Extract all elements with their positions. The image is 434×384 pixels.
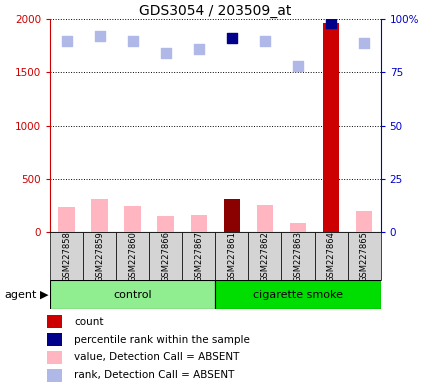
Bar bbox=[124, 206, 141, 232]
Bar bbox=[83, 232, 116, 280]
Text: cigarette smoke: cigarette smoke bbox=[253, 290, 342, 300]
Bar bbox=[190, 215, 207, 232]
Bar bbox=[157, 216, 174, 232]
Text: GSM227861: GSM227861 bbox=[227, 231, 236, 282]
Point bbox=[96, 33, 103, 39]
Point bbox=[360, 40, 367, 46]
Point bbox=[129, 38, 136, 44]
Bar bbox=[355, 211, 372, 232]
Point bbox=[63, 38, 70, 44]
Bar bbox=[116, 232, 149, 280]
Point bbox=[294, 63, 301, 69]
Title: GDS3054 / 203509_at: GDS3054 / 203509_at bbox=[139, 4, 291, 18]
Bar bbox=[47, 333, 62, 346]
Text: GSM227860: GSM227860 bbox=[128, 231, 137, 282]
Text: percentile rank within the sample: percentile rank within the sample bbox=[74, 334, 249, 344]
Bar bbox=[248, 232, 281, 280]
Bar bbox=[215, 232, 248, 280]
Text: control: control bbox=[113, 290, 151, 300]
Point bbox=[195, 46, 202, 52]
Text: agent: agent bbox=[4, 290, 36, 300]
Bar bbox=[314, 232, 347, 280]
Bar bbox=[50, 280, 215, 309]
Point bbox=[327, 20, 334, 26]
Bar bbox=[322, 23, 339, 232]
Text: GSM227864: GSM227864 bbox=[326, 231, 335, 282]
Bar bbox=[256, 205, 273, 232]
Text: GSM227862: GSM227862 bbox=[260, 231, 269, 282]
Text: rank, Detection Call = ABSENT: rank, Detection Call = ABSENT bbox=[74, 370, 234, 380]
Bar bbox=[58, 207, 75, 232]
Bar bbox=[281, 232, 314, 280]
Text: value, Detection Call = ABSENT: value, Detection Call = ABSENT bbox=[74, 353, 239, 362]
Text: GSM227865: GSM227865 bbox=[359, 231, 368, 282]
Text: GSM227866: GSM227866 bbox=[161, 231, 170, 282]
Bar bbox=[215, 280, 380, 309]
Text: GSM227867: GSM227867 bbox=[194, 231, 203, 282]
Text: count: count bbox=[74, 317, 103, 327]
Text: ▶: ▶ bbox=[40, 290, 49, 300]
Point bbox=[261, 38, 268, 44]
Bar bbox=[91, 199, 108, 232]
Bar bbox=[50, 232, 83, 280]
Point bbox=[228, 35, 235, 41]
Text: GSM227859: GSM227859 bbox=[95, 231, 104, 282]
Text: GSM227863: GSM227863 bbox=[293, 231, 302, 282]
Bar bbox=[47, 369, 62, 382]
Text: GSM227858: GSM227858 bbox=[62, 231, 71, 282]
Bar bbox=[289, 223, 306, 232]
Bar bbox=[182, 232, 215, 280]
Bar bbox=[149, 232, 182, 280]
Bar bbox=[223, 199, 240, 232]
Bar bbox=[347, 232, 380, 280]
Point bbox=[162, 50, 169, 56]
Bar bbox=[47, 351, 62, 364]
Bar bbox=[47, 315, 62, 328]
